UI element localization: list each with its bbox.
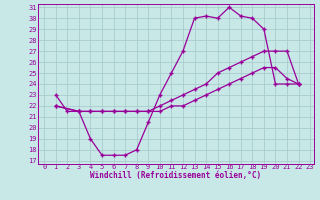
- X-axis label: Windchill (Refroidissement éolien,°C): Windchill (Refroidissement éolien,°C): [91, 171, 261, 180]
